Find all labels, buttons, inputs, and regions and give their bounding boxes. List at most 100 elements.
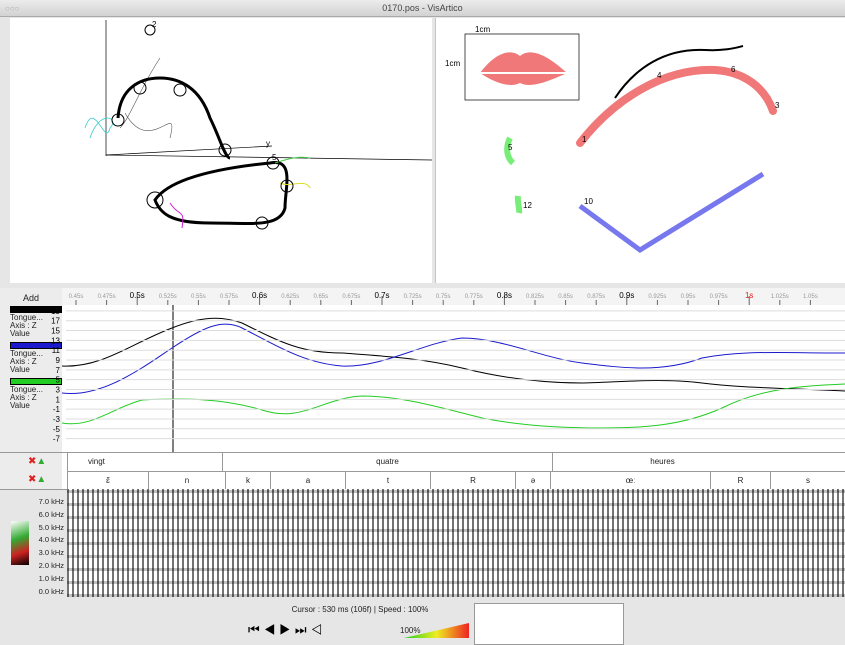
phone-segment: s [770,471,845,489]
frequency-label: 2.0 kHz [38,561,64,570]
window-controls[interactable]: ○○○ [5,4,20,13]
frequency-label: 4.0 kHz [38,535,64,545]
ruler-label: 0.875s [587,294,605,300]
phone-segment: a [270,471,345,489]
point-label: 5 [508,143,513,152]
frequency-label: 3.0 kHz [38,548,64,558]
ruler-label: 0.525s [159,294,177,300]
ruler-label: 0.55s [191,294,206,300]
y-tick-label: 13 [51,336,60,345]
word-segment: heures [552,453,772,471]
window-title: 0170.pos - VisArtico [382,3,463,13]
ruler-label: 0.5s [130,291,145,300]
channel-name: Tongue... [10,385,43,394]
point-label: 5 [272,153,277,162]
ruler-label: 0.725s [404,294,422,300]
waveform-preview [474,603,624,645]
ruler-label: 0.675s [342,294,360,300]
title-bar: 0170.pos - VisArtico ○○○ [0,0,845,17]
y-tick-label: -1 [53,405,61,414]
timeline: 0.45s 0.475s 0.5s 0.525s 0.55s 0.575s 0.6s 0.62… [51,288,845,452]
word-segment: vingt [67,453,222,471]
y-tick-label: 19 [51,307,60,316]
frequency-label: 0.0 kHz [38,586,64,596]
ruler-label: 1.05s [803,294,818,300]
ruler-label: 1.025s [771,294,789,300]
ruler-label: 0.85s [558,294,573,300]
frequency-label: 1.0 kHz [38,573,64,583]
ruler-label: 0.9s [619,291,634,300]
ruler-label: 0.6s [252,291,267,300]
y-tick-label: 7 [56,366,61,375]
point-label: 1 [582,135,587,144]
channel-axis: Axis : Z [10,357,37,366]
y-tick-label: -3 [53,415,61,424]
ruler-label: 0.475s [98,294,116,300]
point-label: 12 [523,201,532,210]
add-button[interactable]: Add [22,293,39,303]
left-view: 2 y 5 [10,18,432,283]
frequency-label: 7.0 kHz [38,497,64,506]
phone-segment: ɛ̃ [67,471,148,489]
point-label: 10 [584,197,593,206]
point-label: 3 [775,101,780,110]
phone-segment: ə [515,471,550,489]
color-scale [11,521,29,565]
ruler-label: 0.8s [497,291,512,300]
channel-axis: Axis : Z [10,321,37,330]
phone-segment: k [225,471,270,489]
phone-segment: R [710,471,770,489]
frequency-label: 5.0 kHz [38,522,64,532]
ruler-label: 0.95s [681,294,696,300]
scale-label: 1cm [475,25,490,34]
y-tick-label: -5 [53,425,61,434]
y-tick-label: 17 [51,317,60,326]
ruler-label: 1s [745,291,753,300]
channel-panel: Add Tongue... Axis : Z Value Tongue... Axis … [0,288,62,452]
delete-tier-button[interactable]: ✖▲ [28,456,47,467]
point-label: 6 [731,65,736,74]
spectrogram-panel: 7.0 kHz 6.0 kHz 5.0 kHz 4.0 kHz 3.0 kHz 2.0 k… [0,489,845,597]
channel-axis: Axis : Z [10,393,37,402]
ruler-label: 0.775s [465,294,483,300]
ruler-label: 0.575s [220,294,238,300]
channel-color [10,306,62,313]
phone-segment: R [430,471,515,489]
y-tick-label: 15 [51,327,60,336]
channel-measure: Value [10,365,30,374]
ruler-label: 0.75s [436,294,451,300]
y-tick-label: -7 [53,435,61,444]
transport-buttons[interactable]: ⏮◀▶⏭◁ [248,622,327,637]
channel-color [10,378,62,385]
volume-label: 100% [400,626,421,635]
y-tick-label: 5 [56,376,61,385]
point-label: 4 [657,71,662,80]
channel-measure: Value [10,401,30,410]
cursor-status: Cursor : 530 ms (106f) | Speed : 100% [291,605,429,614]
ruler-label: 0.975s [710,294,728,300]
point-label: 2 [152,20,157,29]
y-tick-label: 9 [56,356,61,365]
ruler-label: 0.825s [526,294,544,300]
view-bg [10,18,432,283]
ruler-label: 0.7s [374,291,389,300]
right-view: 1cm 1cm 4 6 3 1 5 12 10 [435,18,845,283]
channel-color [10,342,62,349]
ruler-label: 0.65s [313,294,328,300]
status-bar: Cursor : 530 ms (106f) | Speed : 100% ⏮◀… [0,598,845,645]
phone-segment: t [345,471,430,489]
channel-name: Tongue... [10,313,43,322]
phone-segment: n [148,471,225,489]
ruler-label: 0.925s [648,294,666,300]
frequency-label: 6.0 kHz [38,509,64,519]
channel-measure: Value [10,329,30,338]
axis-label: y [266,139,270,148]
channel-name: Tongue... [10,349,43,358]
spectrogram [67,489,845,597]
delete-tier-button[interactable]: ✖▲ [28,474,47,485]
word-segment: quatre [222,453,552,471]
phone-segment: œː [550,471,710,489]
scale-label: 1cm [445,59,460,68]
y-tick-label: 11 [52,346,61,355]
